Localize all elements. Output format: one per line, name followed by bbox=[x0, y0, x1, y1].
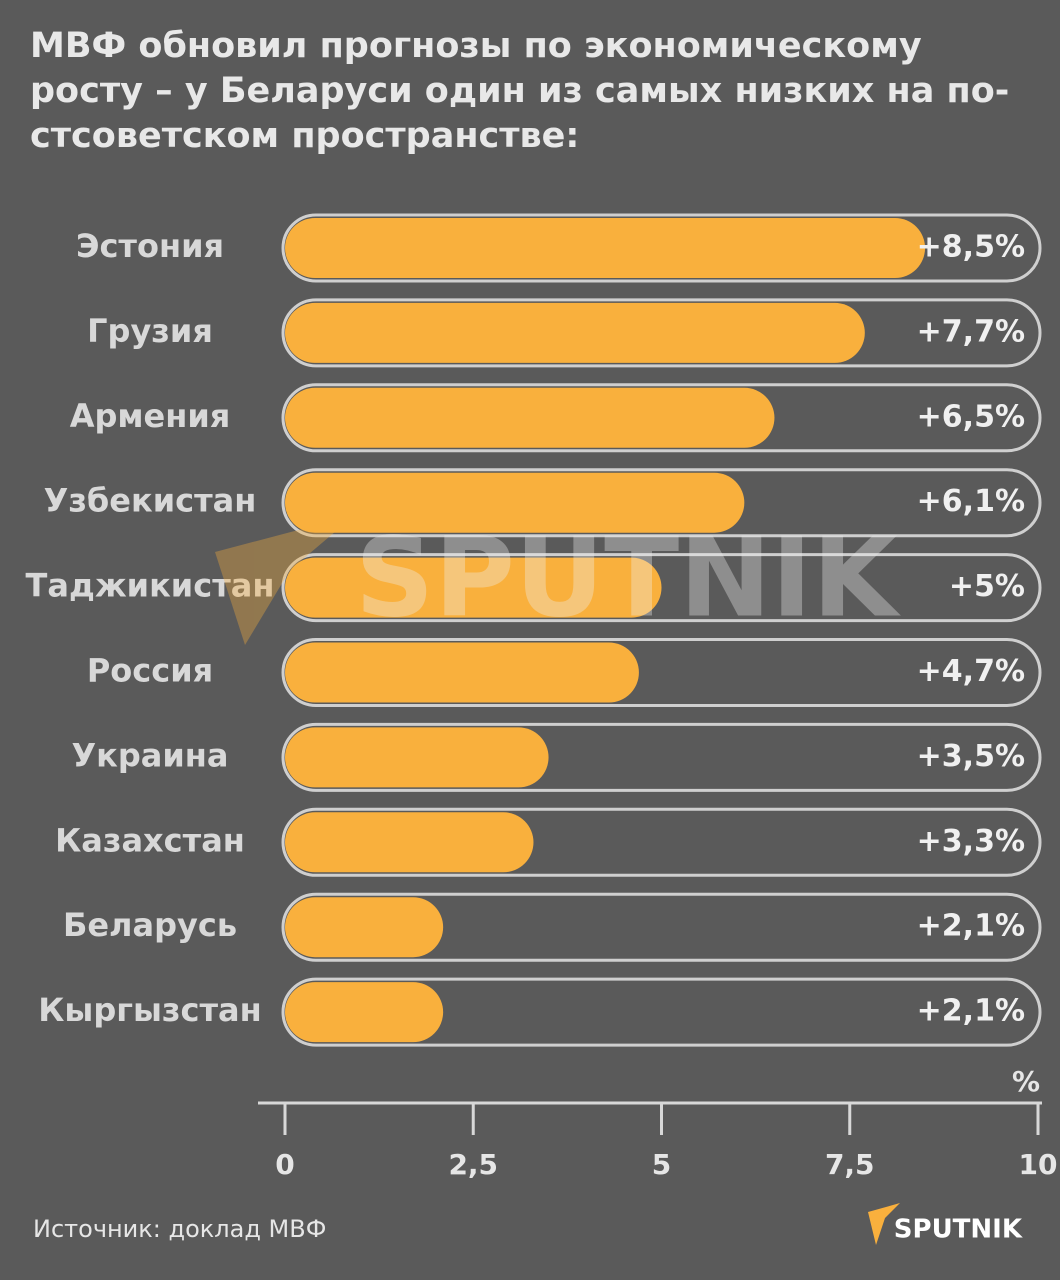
bar-track bbox=[281, 807, 1042, 877]
value-label: +4,7% bbox=[917, 654, 1025, 689]
chart-title: МВФ обновил прогнозы по экономическому bbox=[30, 26, 922, 66]
x-tick-label: 7,5 bbox=[825, 1148, 875, 1181]
y-tick-label: Грузия bbox=[87, 312, 213, 350]
bar-track bbox=[281, 553, 1042, 623]
bar-track bbox=[281, 468, 1042, 538]
bar bbox=[285, 557, 662, 618]
bar-track bbox=[281, 383, 1042, 453]
y-tick-label: Эстония bbox=[76, 227, 224, 265]
value-label: +5% bbox=[949, 569, 1025, 604]
axis-unit: % bbox=[1012, 1065, 1040, 1098]
bar bbox=[285, 812, 534, 873]
bar-track bbox=[281, 213, 1042, 283]
y-tick-label: Беларусь bbox=[63, 906, 237, 944]
value-label: +8,5% bbox=[917, 230, 1025, 265]
bar bbox=[285, 642, 639, 703]
chart-title: росту – у Беларуси один из самых низких … bbox=[30, 71, 1009, 111]
chart-title: стсоветском пространстве: bbox=[30, 116, 579, 156]
value-label: +7,7% bbox=[917, 314, 1025, 349]
watermark-icon bbox=[215, 515, 355, 645]
y-tick-label: Россия bbox=[87, 652, 213, 690]
y-tick-label: Узбекистан bbox=[44, 482, 257, 520]
x-tick-label: 0 bbox=[275, 1148, 294, 1181]
y-tick-label: Украина bbox=[71, 736, 228, 774]
watermark: SPUTNIK bbox=[355, 513, 901, 641]
bar-track bbox=[281, 892, 1042, 962]
watermark-group: SPUTNIK bbox=[215, 513, 901, 645]
value-label: +6,1% bbox=[917, 484, 1025, 519]
bar bbox=[285, 897, 444, 958]
bar-track bbox=[281, 977, 1042, 1047]
value-label: +2,1% bbox=[917, 909, 1025, 944]
logo: SPUTNIK bbox=[894, 1215, 1023, 1245]
bar bbox=[285, 218, 926, 278]
y-tick-label: Таджикистан bbox=[26, 567, 275, 605]
bar bbox=[285, 387, 775, 448]
source: Источник: доклад МВФ bbox=[33, 1215, 326, 1243]
value-label: +6,5% bbox=[917, 399, 1025, 434]
value-label: +2,1% bbox=[917, 994, 1025, 1029]
bar-track bbox=[281, 638, 1042, 707]
bar bbox=[285, 982, 444, 1043]
x-tick-label: 5 bbox=[652, 1148, 671, 1181]
value-label: +3,5% bbox=[917, 739, 1025, 774]
logo-icon bbox=[868, 1203, 900, 1245]
x-tick-label: 10 bbox=[1019, 1148, 1058, 1181]
bar bbox=[285, 472, 745, 533]
bar bbox=[285, 302, 865, 363]
bar-track bbox=[281, 722, 1042, 792]
bar bbox=[285, 727, 549, 788]
bar-track bbox=[281, 298, 1042, 368]
x-tick-label: 2,5 bbox=[448, 1148, 498, 1181]
value-label: +3,3% bbox=[917, 824, 1025, 859]
y-tick-label: Казахстан bbox=[55, 821, 245, 859]
y-tick-label: Армения bbox=[70, 397, 231, 435]
y-tick-label: Кыргызстан bbox=[38, 991, 261, 1029]
